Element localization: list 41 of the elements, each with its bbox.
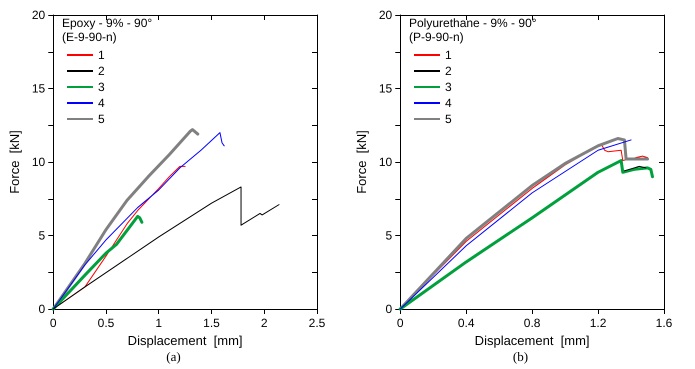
legend-title: Epoxy - 9% - 90° (E-9-90-n) (62, 16, 152, 44)
y-tick-label: 5 (386, 228, 393, 242)
legend-label: 5 (98, 112, 105, 126)
y-tick-label: 20 (378, 8, 393, 22)
y-tick-label: 15 (32, 82, 46, 96)
x-axis-title: Displacement [mm] (128, 332, 243, 348)
x-tick-label: 1.2 (590, 316, 607, 330)
x-tick-label: 0.5 (98, 316, 115, 330)
line-series (52, 214, 144, 310)
legend-label: 4 (445, 96, 452, 110)
legend-label: 1 (445, 48, 452, 62)
x-tick-label: 2 (260, 316, 268, 330)
text: (b) (512, 349, 528, 364)
y-axis-title: Force [kN] (354, 130, 369, 194)
x-tick-label: 1 (155, 316, 162, 330)
legend-title: Polyurethane - 9% - 90° (P-9-90-n) (409, 16, 537, 44)
x-tick-label: 0 (396, 316, 404, 330)
legend-label: 3 (445, 80, 452, 94)
y-tick-label: 10 (32, 155, 46, 169)
x-tick-label: 0.8 (524, 316, 541, 330)
legend-label: 2 (445, 64, 452, 78)
x-tick-label: 2.5 (308, 316, 326, 330)
y-tick-label: 5 (38, 228, 46, 242)
y-axis-title: Force [kN] (7, 130, 22, 194)
legend-label: 1 (98, 48, 105, 62)
legend-label: 3 (98, 80, 105, 94)
y-tick-label: 0 (386, 302, 393, 316)
x-tick-label: 1.5 (203, 316, 220, 330)
y-tick-label: 0 (38, 302, 46, 316)
x-tick-label: 0 (50, 316, 57, 330)
legend-label: 5 (445, 112, 452, 126)
legend-label: 4 (98, 96, 105, 110)
text: (a) (166, 349, 181, 364)
line-series (52, 132, 225, 310)
y-tick-label: 15 (378, 82, 393, 96)
y-tick-label: 20 (32, 8, 46, 22)
y-tick-label: 10 (378, 155, 393, 169)
legend-label: 2 (98, 64, 105, 78)
x-tick-label: 0.4 (458, 316, 475, 330)
x-axis-title: Displacement [mm] (474, 332, 590, 348)
x-tick-label: 1.6 (656, 316, 673, 330)
